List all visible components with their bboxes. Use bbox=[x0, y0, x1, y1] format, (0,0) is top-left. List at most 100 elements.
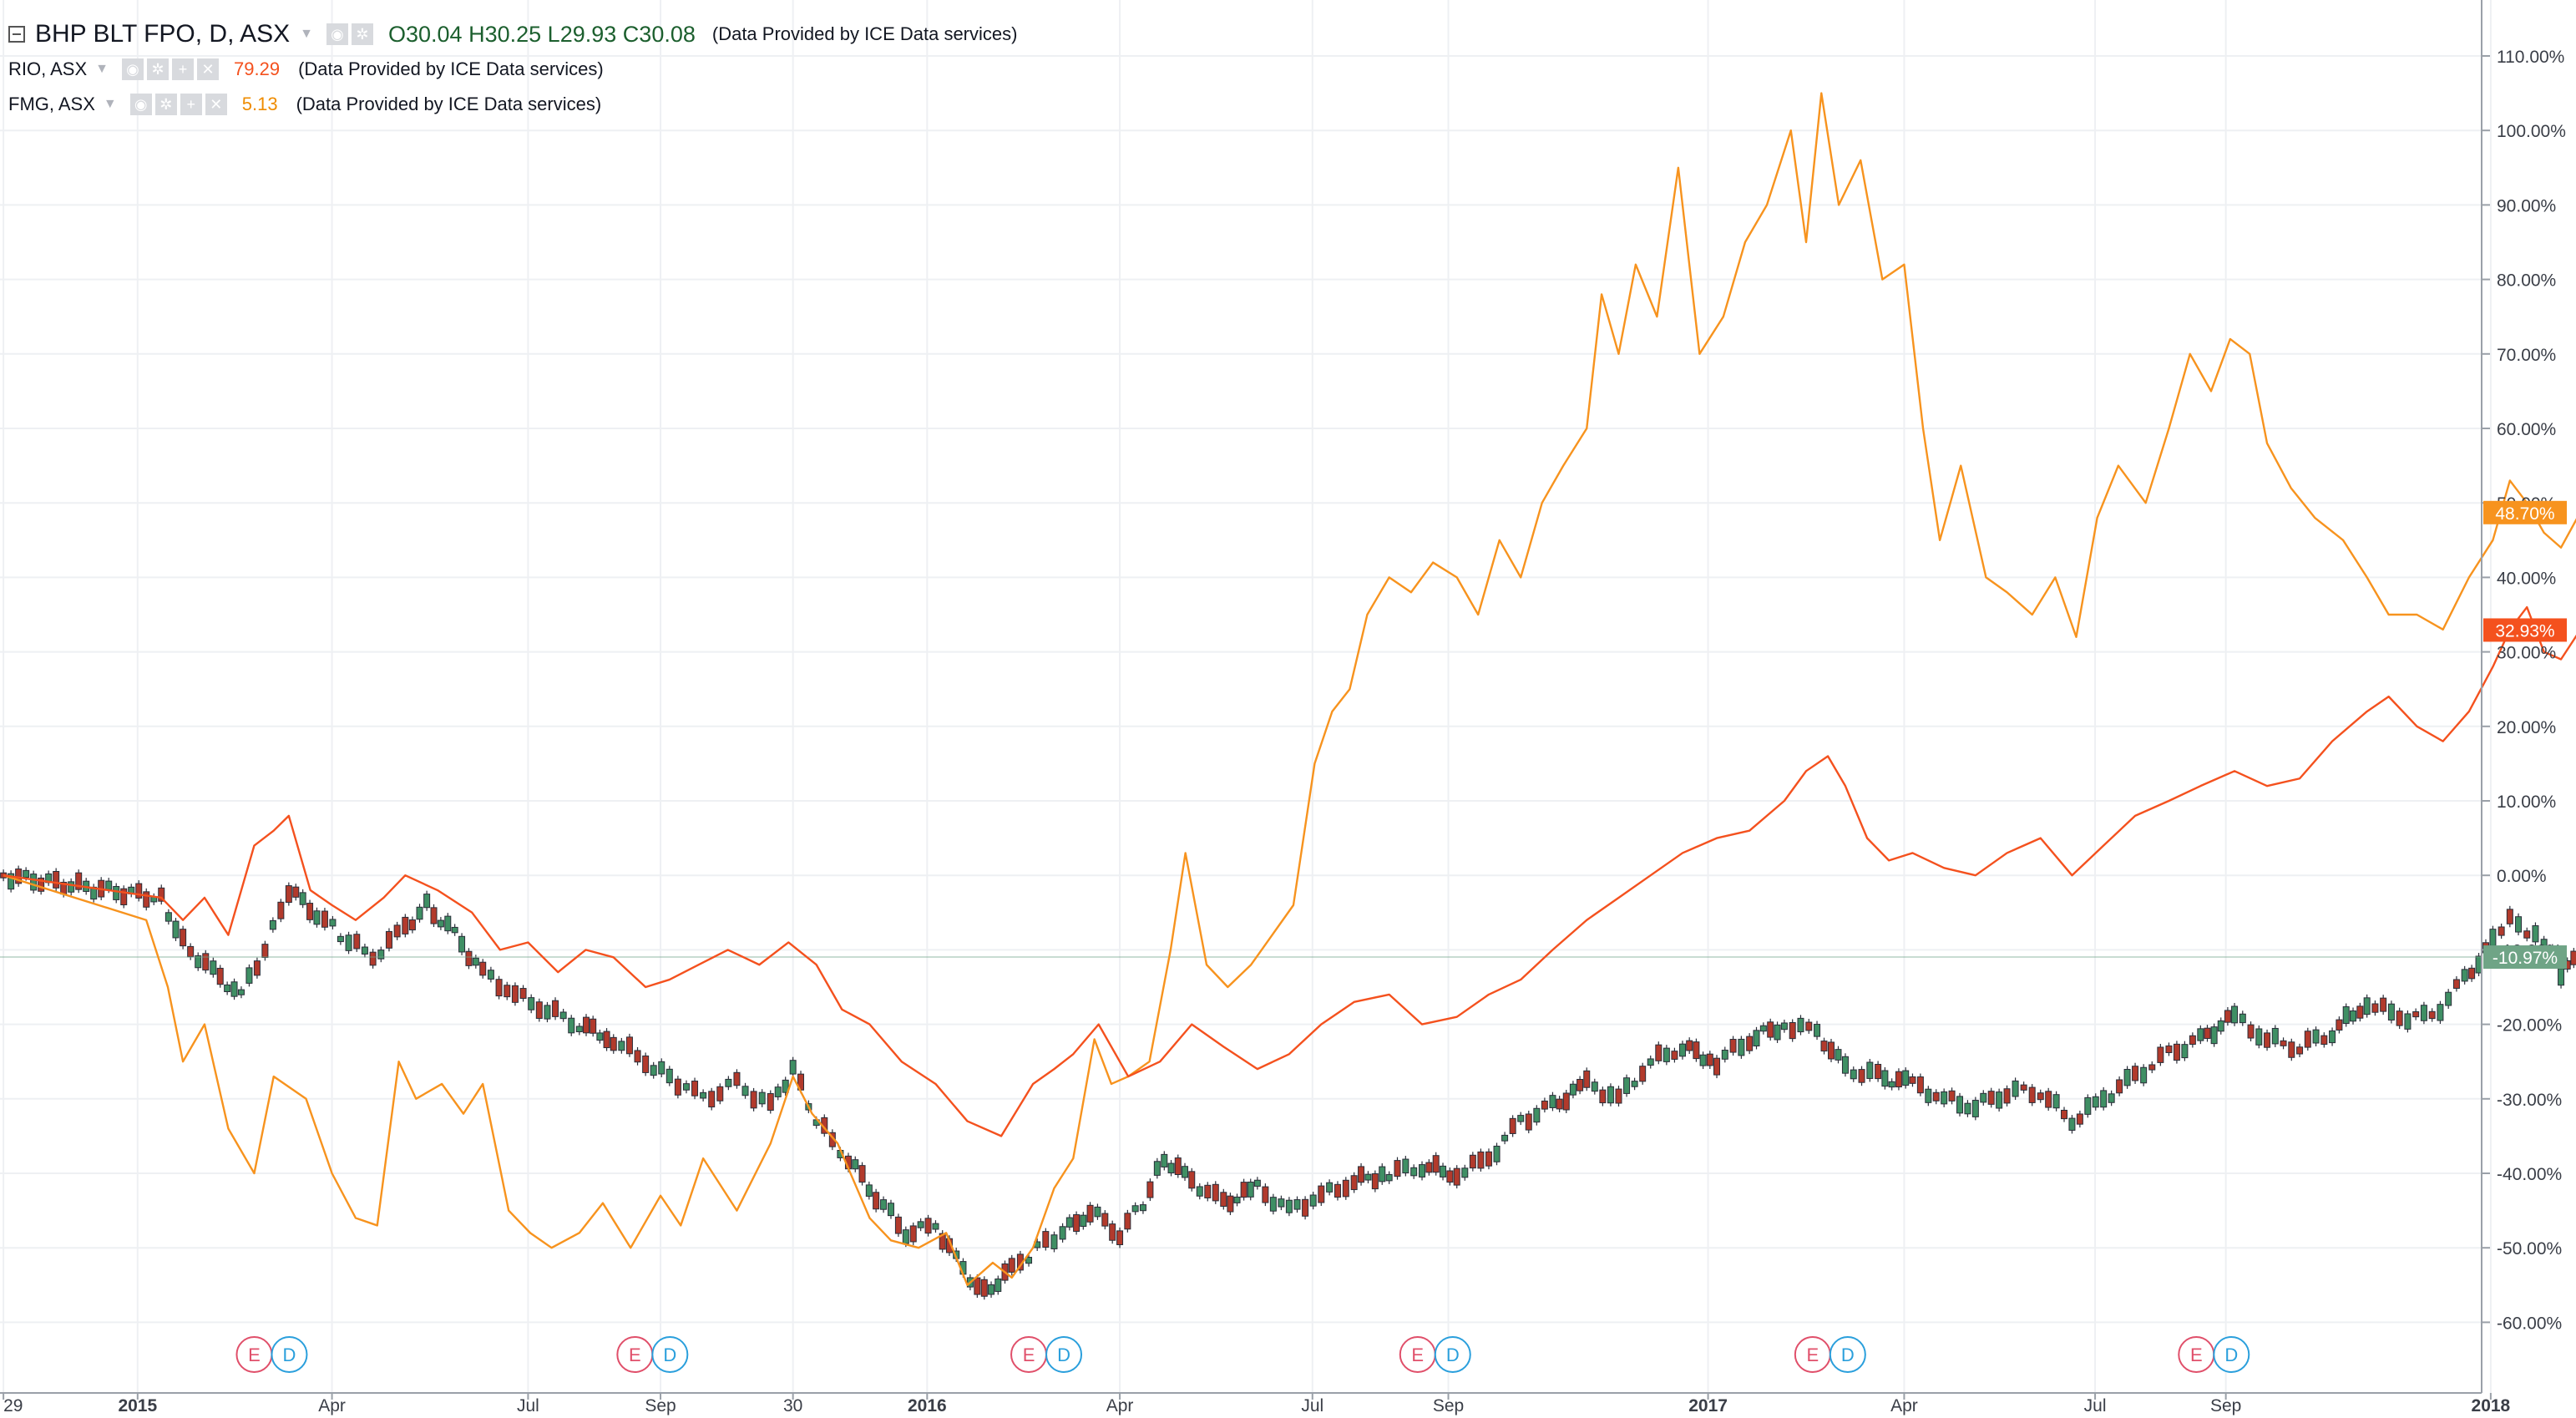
main-symbol[interactable]: BHP BLT FPO, D, ASX bbox=[35, 20, 291, 48]
bhp-candle-body bbox=[741, 1086, 749, 1096]
bhp-candle-body bbox=[1233, 1196, 1241, 1203]
bhp-candle-body bbox=[1094, 1206, 1101, 1218]
plus-icon[interactable]: + bbox=[172, 58, 194, 80]
bhp-candle-body bbox=[1647, 1058, 1654, 1066]
bhp-candle-body bbox=[1050, 1234, 1058, 1249]
x-tick-label: Jul bbox=[1301, 1396, 1323, 1415]
eye-icon[interactable]: ◉ bbox=[326, 23, 348, 45]
bhp-candle-body bbox=[1678, 1043, 1686, 1057]
bhp-candle-body bbox=[402, 916, 409, 934]
bhp-candle-body bbox=[1302, 1198, 1309, 1217]
bhp-candle-body bbox=[1693, 1041, 1700, 1060]
bhp-candle-body bbox=[430, 907, 438, 924]
bhp-candle-body bbox=[873, 1192, 880, 1210]
bhp-candle-body bbox=[2076, 1113, 2083, 1125]
bhp-candle-body bbox=[1828, 1041, 1835, 1060]
bhp-candle-body bbox=[2312, 1029, 2320, 1044]
bhp-candle-body bbox=[75, 872, 83, 890]
eye-icon[interactable]: ◉ bbox=[129, 94, 152, 115]
bhp-candle-body bbox=[1814, 1024, 1821, 1037]
bhp-candle-body bbox=[1253, 1179, 1261, 1187]
bhp-candle-body bbox=[2428, 1010, 2436, 1020]
dividend-marker[interactable] bbox=[1829, 1336, 1866, 1373]
bhp-candle-body bbox=[932, 1223, 939, 1230]
bhp-candle-body bbox=[2197, 1028, 2204, 1041]
gear-icon[interactable]: ✲ bbox=[351, 23, 373, 45]
bhp-candle-body bbox=[852, 1159, 859, 1170]
bhp-candle-body bbox=[1394, 1160, 1401, 1177]
bhp-candle-body bbox=[2515, 916, 2523, 933]
bhp-candle-body bbox=[38, 877, 45, 892]
bhp-candle-body bbox=[1293, 1199, 1301, 1210]
bhp-candle-body bbox=[1285, 1199, 1293, 1213]
bhp-candle-body bbox=[917, 1221, 924, 1228]
last-value-badge bbox=[2483, 500, 2567, 524]
bhp-candle-body bbox=[1971, 1100, 1979, 1117]
dividend-marker[interactable] bbox=[271, 1336, 308, 1373]
dividend-marker-label: D bbox=[663, 1345, 676, 1365]
bhp-candle-body bbox=[277, 901, 285, 919]
bhp-candle-body bbox=[1262, 1186, 1269, 1203]
bhp-candle-body bbox=[1713, 1057, 1721, 1076]
close-icon[interactable]: ✕ bbox=[205, 94, 227, 115]
gear-icon[interactable]: ✲ bbox=[154, 94, 177, 115]
rio-provider: (Data Provided by ICE Data services) bbox=[298, 58, 604, 79]
bhp-candle-body bbox=[1850, 1069, 1857, 1080]
bhp-candle-body bbox=[1858, 1069, 1865, 1083]
bhp-candle-body bbox=[210, 960, 217, 975]
chevron-down-icon[interactable]: ▼ bbox=[300, 27, 313, 41]
last-value-badge bbox=[2483, 945, 2567, 970]
x-tick-label: 2018 bbox=[2472, 1396, 2511, 1415]
bhp-candle-body bbox=[733, 1071, 741, 1086]
bhp-candle-body bbox=[1342, 1179, 1349, 1198]
main-buttons: ◉ ✲ bbox=[326, 23, 377, 45]
bhp-candle-body bbox=[1139, 1204, 1146, 1212]
bhp-candle-body bbox=[2523, 930, 2531, 939]
fmg-symbol[interactable]: FMG, ASX bbox=[8, 94, 95, 114]
y-tick-label: 30.00% bbox=[2497, 644, 2556, 663]
bhp-candle-body bbox=[105, 880, 113, 890]
bhp-candle-body bbox=[2100, 1090, 2108, 1108]
dividend-marker[interactable] bbox=[2213, 1336, 2250, 1373]
bhp-candle-body bbox=[143, 891, 150, 908]
dividend-marker[interactable] bbox=[651, 1336, 689, 1373]
plus-icon[interactable]: + bbox=[180, 94, 202, 115]
bhp-candle-body bbox=[708, 1091, 716, 1108]
collapse-icon[interactable] bbox=[8, 26, 25, 43]
bhp-candle-body bbox=[535, 1001, 543, 1019]
bhp-candle-body bbox=[887, 1203, 894, 1217]
rio-buttons: ◉ ✲ + ✕ bbox=[122, 58, 222, 80]
bhp-candle-body bbox=[544, 1005, 551, 1020]
bhp-candle-body bbox=[2404, 1013, 2412, 1030]
rio-symbol[interactable]: RIO, ASX bbox=[8, 58, 88, 79]
bhp-candle-body bbox=[1599, 1089, 1607, 1104]
gear-icon[interactable]: ✲ bbox=[147, 58, 169, 80]
bhp-candle-body bbox=[1116, 1230, 1124, 1246]
bhp-candle-body bbox=[2498, 926, 2505, 936]
bhp-candle-body bbox=[1729, 1039, 1737, 1053]
chevron-down-icon[interactable]: ▼ bbox=[95, 62, 109, 76]
bhp-candle-body bbox=[2020, 1084, 2027, 1091]
bhp-candle-body bbox=[216, 967, 224, 985]
chevron-down-icon[interactable]: ▼ bbox=[103, 97, 117, 111]
bhp-candle-body bbox=[487, 970, 494, 980]
dividend-marker[interactable] bbox=[1045, 1336, 1083, 1373]
bhp-candles bbox=[0, 865, 2576, 1300]
close-icon[interactable]: ✕ bbox=[197, 58, 219, 80]
bhp-candle-body bbox=[767, 1093, 774, 1112]
y-tick-label: 80.00% bbox=[2497, 271, 2556, 291]
bhp-candle-body bbox=[782, 1079, 789, 1093]
dividend-marker-label: D bbox=[1057, 1345, 1070, 1365]
bhp-candle-body bbox=[1212, 1183, 1219, 1202]
bhp-candle-body bbox=[292, 886, 300, 898]
eye-icon[interactable]: ◉ bbox=[122, 58, 144, 80]
bhp-candle-body bbox=[2140, 1066, 2148, 1084]
bhp-candle-body bbox=[1220, 1192, 1227, 1208]
dividend-marker-label: D bbox=[1841, 1345, 1855, 1365]
bhp-candle-body bbox=[1583, 1070, 1591, 1088]
dividend-marker[interactable] bbox=[1434, 1336, 1471, 1373]
bhp-candle-body bbox=[1167, 1162, 1175, 1173]
bhp-candle-body bbox=[2437, 1004, 2444, 1021]
